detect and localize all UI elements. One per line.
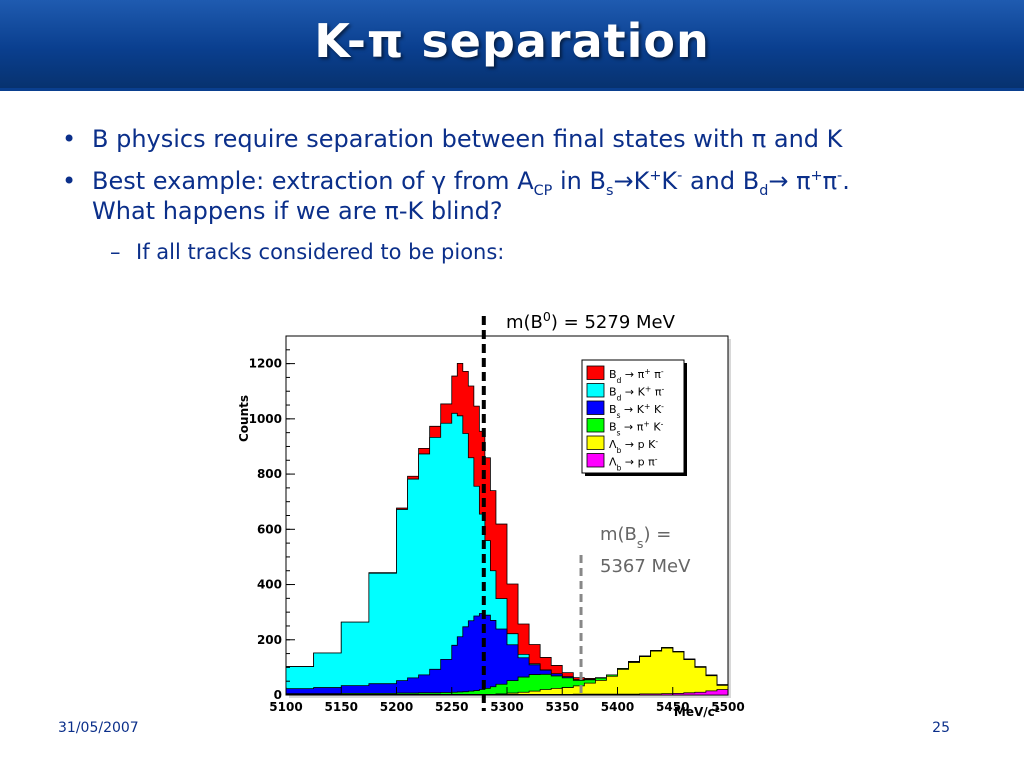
y-axis-label: Counts <box>237 395 251 442</box>
x-tick-label: 5100 <box>269 700 302 714</box>
legend-swatch <box>586 365 605 380</box>
x-tick-label: 5300 <box>490 700 523 714</box>
bullet-2-sub-s: s <box>605 182 614 199</box>
footer-date: 31/05/2007 <box>58 720 139 736</box>
legend-entry: Bd → π+ π- <box>609 367 664 385</box>
legend-entry: Bd → K+ π- <box>609 384 664 402</box>
bullet-2-line-2: What happens if we are π-K blind? <box>92 197 503 225</box>
bullet-2-sup: - <box>837 168 843 184</box>
x-axis-label: MeV/c² <box>674 705 720 719</box>
title-bar: K-π separation <box>0 0 1024 88</box>
y-tick-label: 200 <box>257 633 282 647</box>
y-tick-label: 1200 <box>249 357 282 371</box>
bullet-2-sup: - <box>677 168 683 184</box>
bullet-2-sup: + <box>810 168 823 184</box>
legend-swatch <box>586 453 605 468</box>
legend-swatch <box>586 400 605 415</box>
bullet-2-part: → π <box>768 167 811 195</box>
y-tick-label: 800 <box>257 467 282 481</box>
x-tick-label: 5200 <box>380 700 413 714</box>
bullet-2-part: Best example: extraction of γ from A <box>92 167 534 195</box>
x-tick-label: 5250 <box>435 700 468 714</box>
y-tick-label: 0 <box>274 688 282 702</box>
legend-swatch <box>586 383 605 398</box>
histogram-figure: 5100 5150 5200 5250 5300 5350 5400 5450 5500 0 200… <box>230 300 750 720</box>
bullet-1: B physics require separation between fin… <box>62 124 1012 154</box>
bullet-2: Best example: extraction of γ from ACP i… <box>62 166 1012 226</box>
bullet-2-part: in B <box>552 167 606 195</box>
bullet-2-part: →K <box>613 167 650 195</box>
bullet-2-part: π <box>822 167 838 195</box>
page-number: 25 <box>932 720 950 736</box>
sub-bullet-1: If all tracks considered to be pions: <box>110 238 1012 266</box>
bullet-2-sub-d: d <box>759 182 769 199</box>
bullet-2-part: K <box>661 167 678 195</box>
y-tick-label: 400 <box>257 578 282 592</box>
x-tick-label: 5400 <box>601 700 634 714</box>
legend-swatch <box>586 418 605 433</box>
legend-entry: Bs → K+ K- <box>609 402 664 420</box>
x-tick-label: 5350 <box>546 700 579 714</box>
y-tick-label: 1000 <box>249 412 282 426</box>
b0-mass-label: m(B0) = 5279 MeV <box>506 309 676 334</box>
x-tick-label: 5150 <box>325 700 358 714</box>
stacked-histogram: 5100 5150 5200 5250 5300 5350 5400 5450 5500 0 200… <box>237 309 745 720</box>
bullet-list: B physics require separation between fin… <box>62 124 1012 266</box>
x-tick-label: 5500 <box>711 700 744 714</box>
bullet-2-part: and B <box>682 167 760 195</box>
bs-mass-label-line-1: m(Bs) = <box>600 524 671 551</box>
slide-title: K-π separation <box>314 14 710 68</box>
legend-entry: Λb → p π- <box>609 454 658 472</box>
series-lb_ppi <box>285 689 729 696</box>
bs-mass-label-line-2: 5367 MeV <box>600 556 691 577</box>
legend-entry: Bs → π+ K- <box>609 419 664 437</box>
y-tick-label: 600 <box>257 522 282 536</box>
x-tick-label: 5450 <box>656 700 689 714</box>
title-divider <box>0 88 1024 91</box>
bullet-2-sub-cp: CP <box>533 182 553 199</box>
legend-entry: Λb → p K- <box>609 437 658 455</box>
legend-swatch <box>586 435 605 450</box>
bullet-2-part: . <box>842 167 850 195</box>
bullet-2-sup: + <box>649 168 662 184</box>
